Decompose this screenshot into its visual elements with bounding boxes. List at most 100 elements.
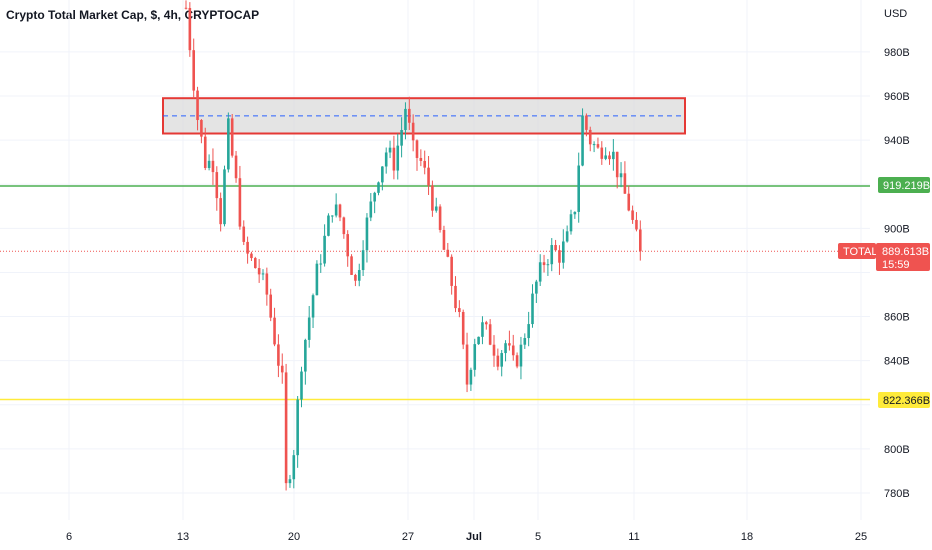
candle-body: [411, 122, 415, 141]
price-tick-label: 980B: [884, 47, 910, 59]
time-tick-label: 5: [535, 531, 541, 543]
candle-body: [304, 339, 307, 372]
candle-body: [581, 115, 584, 166]
candle-body: [615, 151, 619, 178]
candle-body: [192, 50, 195, 91]
candle-body: [592, 144, 596, 146]
time-tick-label: 13: [177, 531, 189, 543]
price-tick-label: 940B: [884, 135, 910, 147]
candle-body: [319, 263, 323, 265]
candle-body: [203, 136, 207, 169]
candle-body: [354, 274, 357, 281]
candle-body: [381, 166, 384, 183]
candle-body: [639, 229, 642, 252]
time-tick-label: 27: [402, 531, 414, 543]
candle-body: [542, 262, 546, 266]
candle-body: [388, 147, 392, 153]
candle-body: [284, 372, 288, 484]
candle-body: [558, 250, 561, 263]
candle-body: [500, 353, 503, 367]
candle-body: [384, 152, 388, 167]
candle-body: [246, 241, 249, 254]
last-price-tag: 889.613B 15:59: [876, 243, 930, 271]
time-tick-label: 20: [288, 531, 300, 543]
candle-body: [496, 355, 500, 367]
candle-body: [631, 210, 634, 220]
candle-body: [523, 338, 527, 345]
candle-body: [492, 344, 496, 356]
candle-body: [408, 108, 411, 123]
candle-body: [635, 219, 638, 230]
candle-body: [577, 165, 580, 212]
candle-body: [223, 169, 226, 225]
candle-body: [361, 250, 365, 271]
price-tick-label: 840B: [884, 356, 910, 368]
candle-body: [215, 172, 219, 199]
candle-body: [454, 285, 457, 309]
time-tick-label: 18: [741, 531, 753, 543]
grid: [0, 0, 870, 520]
candle-body: [369, 201, 373, 218]
candle-body: [200, 120, 203, 137]
candle-body: [419, 157, 423, 161]
candle-body: [446, 249, 450, 257]
green-level-label: 919.219B: [883, 180, 930, 192]
candle-body: [311, 295, 315, 318]
candle-body: [342, 217, 346, 235]
candle-body: [230, 118, 234, 156]
candle-body: [196, 90, 199, 121]
candle-body: [269, 294, 272, 318]
candle-body: [280, 365, 284, 373]
candle-body: [438, 206, 442, 230]
candle-body: [531, 293, 534, 325]
time-tick-label: 11: [628, 531, 639, 543]
candle-body: [334, 204, 338, 216]
candle-body: [207, 160, 211, 169]
candle-body: [562, 241, 565, 263]
candle-body: [238, 178, 242, 227]
candle-body: [481, 322, 484, 337]
candle-body: [365, 217, 369, 251]
yellow-level-label: 822.366B: [883, 395, 930, 407]
candle-body: [257, 268, 261, 275]
candle-body: [508, 343, 511, 346]
candle-body: [254, 258, 257, 269]
candle-body: [619, 173, 623, 178]
candle-body: [623, 173, 627, 194]
price-tick-label: 900B: [884, 223, 910, 235]
candle-body: [250, 253, 253, 259]
candle-body: [573, 211, 577, 215]
horizontal-levels[interactable]: [0, 185, 870, 401]
candle-body: [400, 130, 403, 146]
candle-body: [292, 455, 296, 480]
green-level-tag: 919.219B: [878, 177, 930, 193]
candle-body: [588, 129, 592, 145]
candle-body: [346, 234, 349, 257]
candle-body: [608, 155, 611, 160]
candle-body: [327, 215, 330, 236]
candle-body: [415, 140, 419, 158]
candle-body: [431, 185, 434, 211]
candle-body: [234, 155, 238, 179]
candle-body: [450, 256, 453, 286]
candle-body: [465, 344, 469, 385]
candle-body: [184, 7, 188, 9]
candle-body: [423, 160, 426, 168]
candle-body: [538, 262, 542, 282]
candle-body: [504, 343, 507, 354]
time-tick-label: 25: [855, 531, 867, 543]
candle-body: [511, 345, 515, 356]
yellow-level-tag: 822.366B: [878, 392, 930, 408]
price-tick-label: 780B: [884, 488, 910, 500]
symbol-tag: TOTAL: [838, 243, 877, 259]
price-axis-bg[interactable]: [870, 0, 932, 550]
candle-body: [296, 399, 299, 456]
candle-body: [519, 344, 523, 367]
candle-body: [604, 155, 607, 159]
price-axis-labels: 980B 960B 940B 900B 860B 840B 800B 780B: [884, 47, 910, 500]
resistance-zone[interactable]: [162, 97, 686, 135]
candle-body: [527, 324, 530, 339]
price-tick-label: 800B: [884, 444, 910, 456]
candle-body: [265, 273, 269, 295]
